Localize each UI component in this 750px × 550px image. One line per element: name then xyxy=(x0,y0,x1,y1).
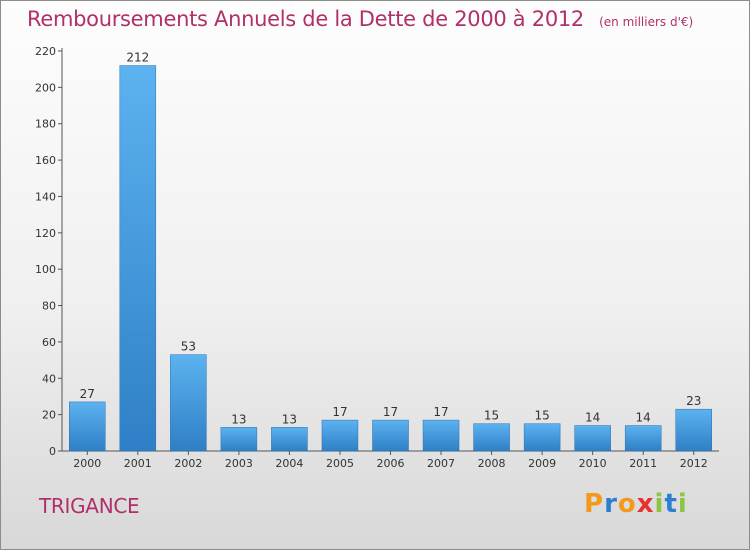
y-tick-label: 200 xyxy=(35,81,56,94)
logo-letter: x xyxy=(636,489,655,519)
x-tick-label: 2012 xyxy=(680,457,708,470)
data-label: 15 xyxy=(534,409,549,423)
x-tick-label: 2005 xyxy=(326,457,354,470)
logo-letter: i xyxy=(654,489,665,519)
data-label: 17 xyxy=(383,405,398,419)
data-label: 17 xyxy=(332,405,347,419)
data-label: 53 xyxy=(181,340,196,354)
bar xyxy=(675,408,712,452)
y-tick-label: 80 xyxy=(42,300,56,313)
y-tick-label: 220 xyxy=(35,45,56,58)
y-tick-label: 0 xyxy=(49,445,56,458)
logo-letter: i xyxy=(677,489,688,519)
x-tick-label: 2000 xyxy=(73,457,101,470)
x-tick-label: 2002 xyxy=(174,457,202,470)
bar xyxy=(372,419,409,452)
x-tick-label: 2007 xyxy=(427,457,455,470)
logo-letter: r xyxy=(604,489,618,519)
bar xyxy=(220,427,258,452)
x-tick-label: 2009 xyxy=(528,457,556,470)
y-tick-label: 160 xyxy=(35,154,56,167)
commune-name: TRIGANCE xyxy=(39,494,140,518)
bar xyxy=(422,419,460,452)
y-tick-label: 180 xyxy=(35,118,56,131)
chart-title: Remboursements Annuels de la Dette de 20… xyxy=(27,7,584,31)
data-label: 27 xyxy=(80,387,95,401)
logo-letter: o xyxy=(617,489,637,519)
y-tick-label: 60 xyxy=(42,336,56,349)
logo-letter: t xyxy=(664,489,678,519)
data-label: 23 xyxy=(686,394,701,408)
logo-letter: P xyxy=(584,489,605,519)
data-label: 212 xyxy=(126,51,149,65)
x-tick-label: 2011 xyxy=(629,457,657,470)
bar xyxy=(69,401,106,452)
data-label: 17 xyxy=(433,405,448,419)
x-tick-label: 2004 xyxy=(275,457,303,470)
x-tick-label: 2010 xyxy=(579,457,607,470)
bar xyxy=(523,423,561,452)
title-line: Remboursements Annuels de la Dette de 20… xyxy=(27,7,693,31)
bar xyxy=(574,425,611,452)
data-label: 14 xyxy=(636,411,651,425)
data-label: 14 xyxy=(585,411,600,425)
x-tick-label: 2001 xyxy=(124,457,152,470)
x-tick-label: 2006 xyxy=(377,457,405,470)
bar xyxy=(170,354,207,452)
y-tick-label: 120 xyxy=(35,227,56,240)
bar xyxy=(119,65,157,452)
data-label: 15 xyxy=(484,409,499,423)
x-tick-label: 2008 xyxy=(478,457,506,470)
bar xyxy=(624,425,662,452)
y-tick-label: 140 xyxy=(35,190,56,203)
bar xyxy=(321,419,359,452)
x-tick-label: 2003 xyxy=(225,457,253,470)
y-tick-label: 100 xyxy=(35,263,56,276)
data-label: 13 xyxy=(282,412,297,426)
bar xyxy=(271,427,308,452)
y-tick-label: 20 xyxy=(42,409,56,422)
proxiti-logo: Proxiti xyxy=(584,489,688,519)
data-label: 13 xyxy=(231,412,246,426)
bar xyxy=(473,423,510,452)
y-tick-label: 40 xyxy=(42,372,56,385)
chart-unit: (en milliers d'€) xyxy=(599,15,694,29)
